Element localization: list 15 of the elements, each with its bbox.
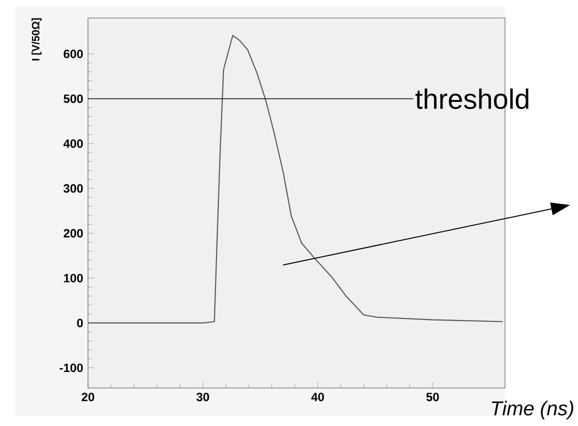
y-tick-label: 0 xyxy=(77,318,83,328)
x-tick-label: 50 xyxy=(426,392,439,402)
x-tick-label: 40 xyxy=(311,392,324,402)
y-tick-label: 200 xyxy=(64,229,83,238)
y-tick-label: 100 xyxy=(64,274,83,282)
y-tick-label: 600 xyxy=(64,50,83,58)
y-tick-label: 400 xyxy=(63,139,83,148)
x-tick-label: 20 xyxy=(82,392,94,402)
y-tick-label: 300 xyxy=(64,184,83,193)
x-axis-title: Time (ns) xyxy=(492,400,574,420)
y-tick-label: -100 xyxy=(60,364,83,372)
ref-line-label: threshold xyxy=(415,88,528,110)
y-axis-title: I [V/50Ω] xyxy=(32,18,42,60)
y-tick-label: 500 xyxy=(64,94,83,103)
x-tick-label: 30 xyxy=(196,392,210,402)
